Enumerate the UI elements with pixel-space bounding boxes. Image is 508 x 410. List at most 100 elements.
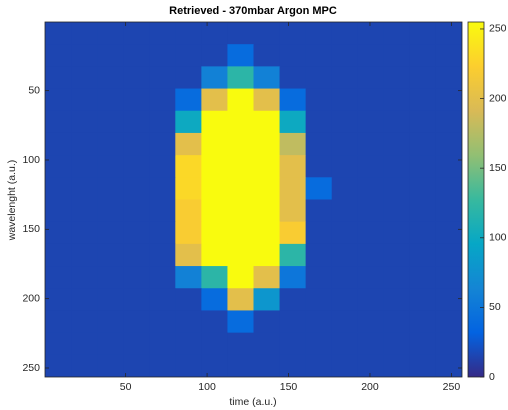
heatmap-cell — [175, 22, 202, 45]
heatmap-cell — [331, 310, 359, 334]
heatmap-cell — [201, 221, 228, 245]
heatmap-cell — [383, 354, 411, 377]
heatmap-cell — [123, 310, 150, 334]
heatmap-cell — [149, 132, 176, 156]
heatmap-cell — [435, 243, 462, 267]
heatmap-cell — [305, 288, 333, 311]
heatmap-cell — [409, 221, 437, 245]
heatmap-cell — [97, 199, 124, 223]
heatmap-cell — [201, 177, 228, 200]
heatmap-cell — [175, 155, 202, 178]
heatmap-cell — [97, 177, 124, 200]
heatmap-cell — [279, 22, 307, 45]
heatmap-cell — [123, 88, 150, 112]
heatmap-cell — [227, 88, 254, 112]
heatmap-cell — [227, 44, 254, 67]
heatmap-cell — [71, 266, 98, 289]
heatmap-cell — [409, 266, 437, 289]
heatmap-cell — [97, 22, 124, 45]
heatmap-cell — [357, 266, 385, 289]
heatmap-cell — [357, 88, 385, 112]
heatmap-cell — [227, 110, 254, 134]
heatmap-cell — [149, 110, 176, 134]
heatmap-cell — [331, 332, 359, 356]
heatmap-cell — [123, 354, 150, 377]
heatmap-cell — [409, 88, 437, 112]
heatmap-cell — [383, 266, 411, 289]
heatmap-cell — [45, 221, 72, 245]
heatmap-cell — [97, 132, 124, 156]
heatmap-cell — [123, 110, 150, 134]
heatmap-cell — [357, 44, 385, 67]
heatmap-cell — [175, 288, 202, 311]
heatmap-cell — [227, 199, 254, 223]
x-tick-label: 250 — [443, 381, 461, 393]
heatmap-cell — [435, 354, 462, 377]
heatmap-cell — [175, 44, 202, 67]
heatmap-cell — [71, 44, 98, 67]
heatmap-cell — [409, 22, 437, 45]
heatmap-cell — [409, 66, 437, 90]
heatmap-cell — [123, 66, 150, 90]
heatmap-cell — [357, 155, 385, 178]
heatmap-cell — [409, 177, 437, 200]
axes-box — [44, 21, 463, 378]
heatmap-cell — [409, 354, 437, 377]
heatmap-cell — [279, 155, 307, 178]
heatmap-cell — [123, 155, 150, 178]
heatmap-cell — [279, 266, 307, 289]
colorbar-tick-label: 50 — [489, 301, 501, 313]
heatmap-cell — [435, 266, 462, 289]
heatmap-cell — [201, 199, 228, 223]
heatmap-cell — [253, 66, 281, 90]
heatmap-cell — [175, 332, 202, 356]
heatmap-cell — [123, 221, 150, 245]
x-tick-label: 100 — [198, 381, 216, 393]
heatmap-cell — [409, 310, 437, 334]
heatmap-cell — [45, 110, 72, 134]
heatmap-cell — [383, 288, 411, 311]
heatmap-cell — [253, 221, 281, 245]
heatmap-cell — [175, 66, 202, 90]
heatmap-cell — [383, 66, 411, 90]
heatmap-cell — [227, 22, 254, 45]
colorbar-tick-label: 250 — [489, 23, 507, 35]
heatmap-cell — [279, 354, 307, 377]
heatmap-cell — [175, 199, 202, 223]
heatmap-cell — [331, 66, 359, 90]
heatmap-cell — [305, 332, 333, 356]
heatmap-cell — [97, 266, 124, 289]
y-tick-label: 100 — [22, 154, 40, 166]
heatmap-cell — [201, 88, 228, 112]
heatmap-cell — [279, 332, 307, 356]
heatmap-cell — [253, 44, 281, 67]
heatmap-cell — [71, 354, 98, 377]
heatmap-cell — [253, 354, 281, 377]
heatmap-cell — [97, 310, 124, 334]
heatmap-cell — [331, 243, 359, 267]
heatmap-cell — [331, 221, 359, 245]
heatmap-cell — [227, 177, 254, 200]
y-tick-label: 150 — [22, 223, 40, 235]
heatmap-cell — [201, 332, 228, 356]
heatmap-cell — [149, 332, 176, 356]
heatmap-cell — [97, 332, 124, 356]
heatmap-cell — [149, 221, 176, 245]
chart-title: Retrieved - 370mbar Argon MPC — [169, 5, 337, 17]
heatmap-cell — [123, 44, 150, 67]
heatmap-cell — [357, 177, 385, 200]
heatmap-cell — [383, 243, 411, 267]
heatmap-cell — [331, 288, 359, 311]
heatmap-cell — [253, 332, 281, 356]
heatmap-cell — [357, 288, 385, 311]
heatmap-cell — [45, 22, 72, 45]
heatmap-cell — [71, 177, 98, 200]
heatmap-cell — [123, 132, 150, 156]
heatmap-cell — [279, 199, 307, 223]
heatmap-cell — [383, 44, 411, 67]
heatmap-cell — [97, 88, 124, 112]
heatmap-cell — [175, 132, 202, 156]
heatmap-cell — [227, 221, 254, 245]
heatmap-cell — [331, 44, 359, 67]
heatmap-cell — [435, 332, 462, 356]
